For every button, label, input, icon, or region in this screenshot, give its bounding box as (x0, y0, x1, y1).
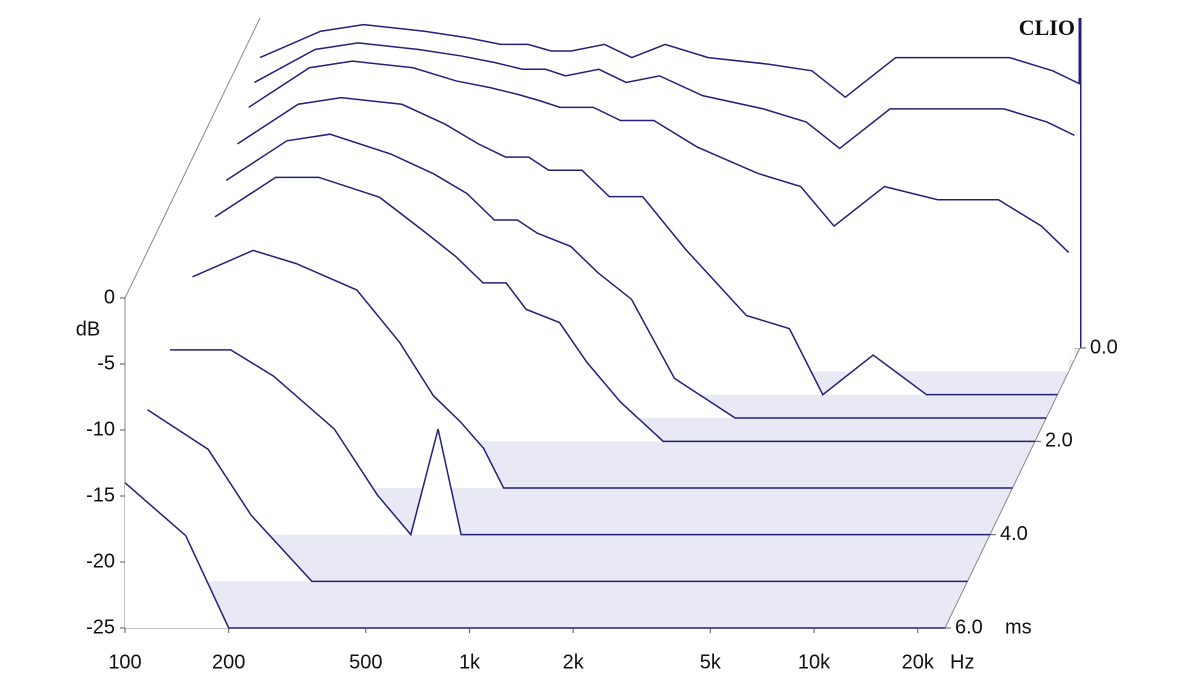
slice-fill (125, 482, 945, 628)
slice-line (147, 409, 968, 583)
x-tick-label: 1k (459, 651, 481, 673)
x-axis-label: Hz (950, 651, 974, 673)
slice-line (124, 482, 945, 629)
y-axis-label: dB (76, 318, 100, 340)
slice-line (237, 96, 1058, 396)
slice-line (248, 60, 1070, 254)
slice-fill (192, 250, 1013, 488)
slice-fill (147, 409, 968, 582)
x-tick-label: 200 (212, 651, 245, 673)
x-tick-label: 10k (798, 651, 831, 673)
y-tick-label: -10 (86, 418, 115, 440)
slice-line (254, 42, 1075, 150)
brand: CLIO (1019, 15, 1075, 40)
y-tick-label: 0 (104, 286, 115, 308)
x-tick-label: 500 (349, 651, 382, 673)
slice-line (259, 23, 1081, 99)
left-edge (124, 17, 261, 299)
slice-line (170, 349, 990, 537)
z-tick-label: 0.0 (1090, 336, 1118, 358)
y-tick-label: -5 (97, 352, 115, 374)
x-tick-label: 20k (902, 651, 935, 673)
slice-line (192, 249, 1013, 489)
slice-line (225, 133, 1047, 419)
y-tick-label: -25 (86, 616, 115, 638)
x-tick-label: 100 (108, 651, 141, 673)
z-tick-label: 2.0 (1045, 430, 1073, 452)
z-axis-label: ms (1005, 616, 1032, 638)
x-tick-label: 5k (700, 651, 722, 673)
y-tick-label: -15 (86, 484, 115, 506)
y-tick-label: -20 (86, 550, 115, 572)
x-tick-label: 2k (563, 651, 585, 673)
slice-line (214, 176, 1035, 443)
z-tick-label: 6.0 (955, 616, 983, 638)
z-tick-label: 4.0 (1000, 523, 1028, 545)
